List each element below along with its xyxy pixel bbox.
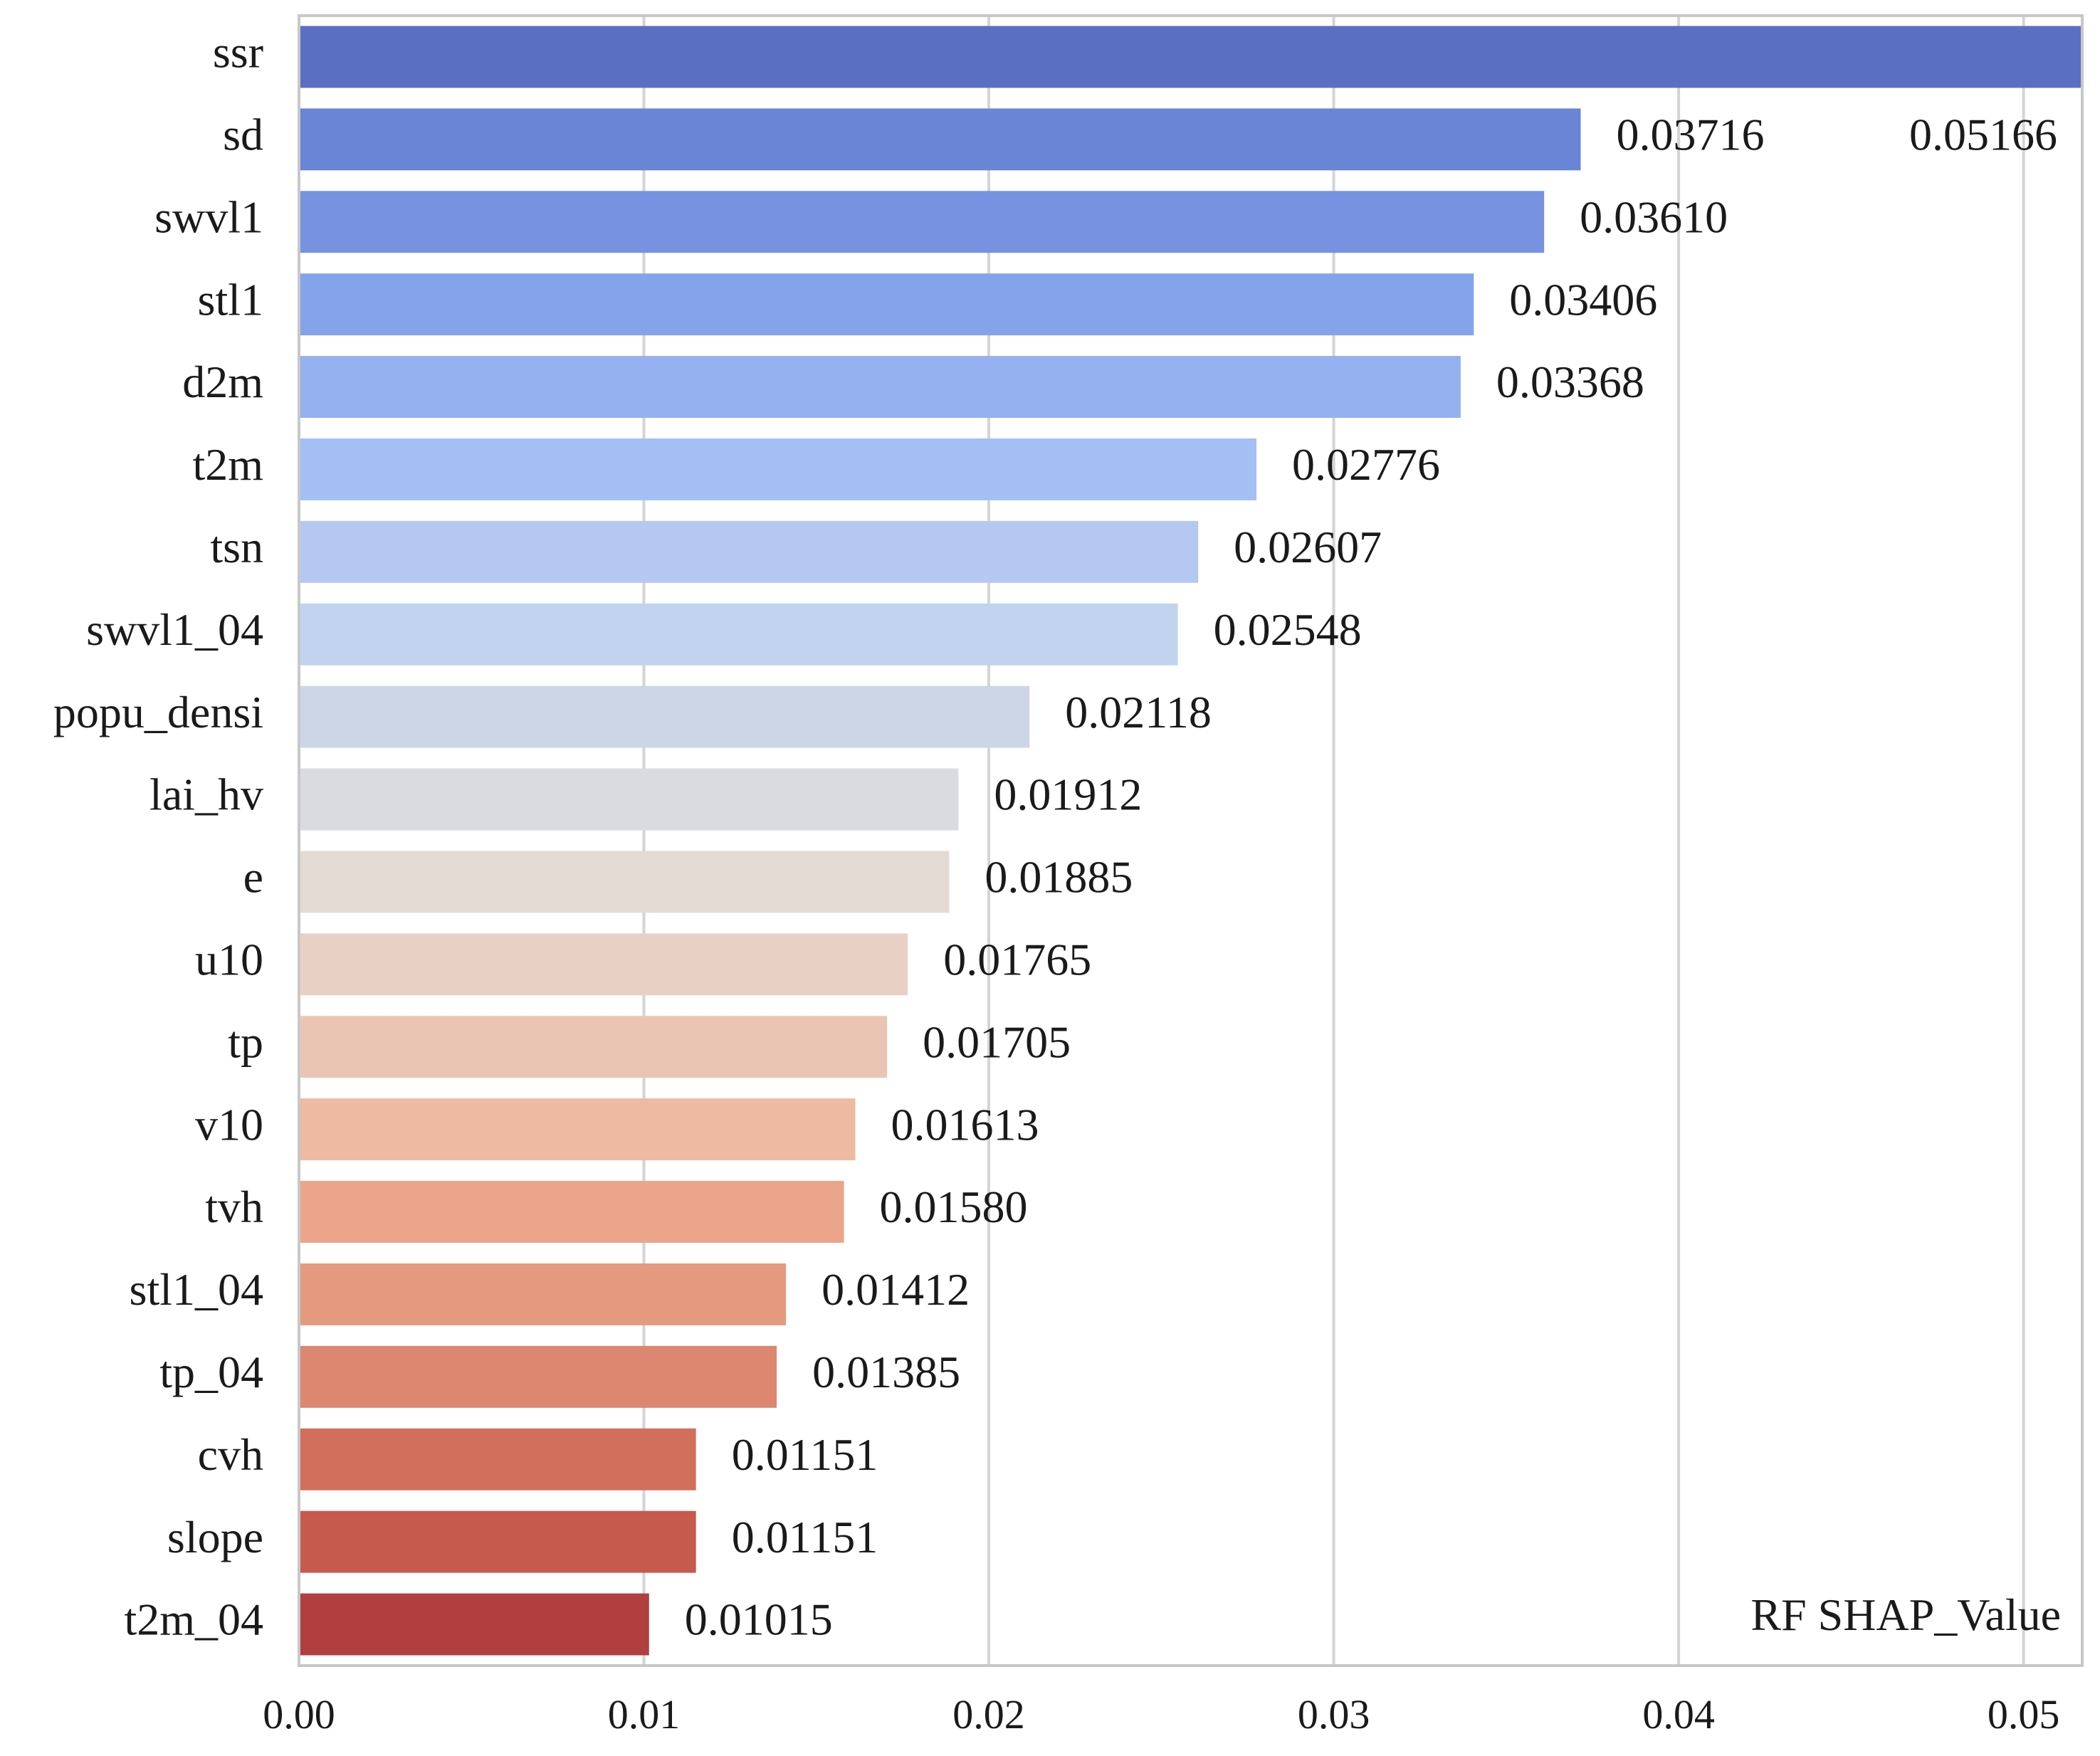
value-label-slope: 0.01151 bbox=[732, 1512, 878, 1562]
x-tick-label: 0.02 bbox=[952, 1691, 1025, 1737]
category-label-sd: sd bbox=[223, 110, 263, 160]
category-label-t2m: t2m bbox=[192, 439, 263, 490]
bar-tp bbox=[299, 1016, 888, 1078]
bar-tvh bbox=[299, 1181, 844, 1244]
bar-d2m bbox=[299, 356, 1461, 419]
category-label-stl1: stl1 bbox=[198, 274, 263, 325]
category-label-tp_04: tp_04 bbox=[159, 1347, 263, 1397]
category-label-popu_densi: popu_densi bbox=[53, 687, 263, 737]
category-label-slope: slope bbox=[167, 1512, 263, 1562]
value-label-e: 0.01885 bbox=[985, 852, 1133, 903]
value-label-v10: 0.01613 bbox=[891, 1099, 1039, 1150]
bar-ssr bbox=[299, 26, 2081, 88]
bar-e bbox=[299, 851, 950, 913]
category-label-swvl1_04: swvl1_04 bbox=[86, 604, 263, 655]
value-label-tp: 0.01705 bbox=[923, 1016, 1071, 1067]
x-tick-label: 0.05 bbox=[1988, 1691, 2060, 1737]
x-tick-label: 0.04 bbox=[1642, 1691, 1715, 1737]
value-label-layer: 0.05166 0.03716 0.03610 0.03406 0.03368 0.027… bbox=[685, 110, 2057, 1645]
x-tick-label: 0.00 bbox=[263, 1691, 335, 1737]
bar-t2m_04 bbox=[299, 1593, 649, 1656]
value-label-u10: 0.01765 bbox=[943, 935, 1091, 985]
value-label-swvl1: 0.03610 bbox=[1580, 191, 1728, 242]
bar-tp_04 bbox=[299, 1345, 777, 1408]
value-label-cvh: 0.01151 bbox=[732, 1429, 878, 1480]
category-label-d2m: d2m bbox=[182, 357, 263, 407]
bar-layer bbox=[299, 26, 2081, 1656]
x-tick-label: 0.01 bbox=[608, 1691, 681, 1737]
category-label-u10: u10 bbox=[195, 935, 263, 985]
category-label-lai_hv: lai_hv bbox=[149, 769, 263, 820]
category-label-stl1_04: stl1_04 bbox=[130, 1264, 263, 1315]
value-label-lai_hv: 0.01912 bbox=[994, 769, 1142, 820]
value-label-d2m: 0.03368 bbox=[1496, 357, 1644, 407]
bar-slope bbox=[299, 1510, 696, 1573]
bar-cvh bbox=[299, 1428, 696, 1491]
value-label-swvl1_04: 0.02548 bbox=[1214, 604, 1362, 655]
bar-swvl1 bbox=[299, 191, 1545, 253]
category-label-v10: v10 bbox=[195, 1099, 263, 1150]
value-label-tsn: 0.02607 bbox=[1234, 522, 1382, 572]
value-label-ssr: 0.05166 bbox=[1909, 110, 2057, 160]
category-label-ssr: ssr bbox=[213, 27, 263, 78]
bar-v10 bbox=[299, 1098, 856, 1161]
value-label-stl1: 0.03406 bbox=[1509, 274, 1657, 325]
grid-layer bbox=[298, 16, 2025, 1666]
bar-lai_hv bbox=[299, 768, 959, 831]
value-label-tvh: 0.01580 bbox=[880, 1182, 1028, 1232]
value-label-t2m: 0.02776 bbox=[1292, 439, 1440, 490]
category-label-tsn: tsn bbox=[210, 522, 263, 572]
bar-popu_densi bbox=[299, 685, 1030, 748]
category-label-tvh: tvh bbox=[205, 1182, 263, 1232]
category-label-e: e bbox=[243, 852, 263, 903]
category-label-layer: ssr sd swvl1 stl1 d2m t2m tsn swvl1_04 popu_dens… bbox=[53, 27, 263, 1645]
category-label-t2m_04: t2m_04 bbox=[124, 1594, 263, 1645]
x-tick-label: 0.03 bbox=[1298, 1691, 1370, 1737]
value-label-tp_04: 0.01385 bbox=[812, 1347, 960, 1397]
category-label-swvl1: swvl1 bbox=[154, 191, 263, 242]
value-label-t2m_04: 0.01015 bbox=[685, 1594, 833, 1645]
category-label-cvh: cvh bbox=[198, 1429, 263, 1480]
plot-frame bbox=[298, 14, 2084, 1667]
bar-sd bbox=[299, 108, 1581, 171]
bar-t2m bbox=[299, 438, 1257, 500]
bar-stl1 bbox=[299, 273, 1474, 336]
value-label-sd: 0.03716 bbox=[1616, 110, 1764, 160]
bar-u10 bbox=[299, 933, 908, 996]
value-label-stl1_04: 0.01412 bbox=[821, 1264, 970, 1315]
chart-annotation: RF SHAP_Value bbox=[1750, 1589, 2061, 1640]
value-label-popu_densi: 0.02118 bbox=[1065, 687, 1212, 737]
bar-tsn bbox=[299, 520, 1199, 583]
bar-stl1_04 bbox=[299, 1263, 787, 1325]
x-tick-layer: 0.00 0.01 0.02 0.03 0.04 0.05 bbox=[263, 1691, 2059, 1737]
bar-swvl1_04 bbox=[299, 603, 1178, 666]
category-label-tp: tp bbox=[228, 1016, 263, 1067]
